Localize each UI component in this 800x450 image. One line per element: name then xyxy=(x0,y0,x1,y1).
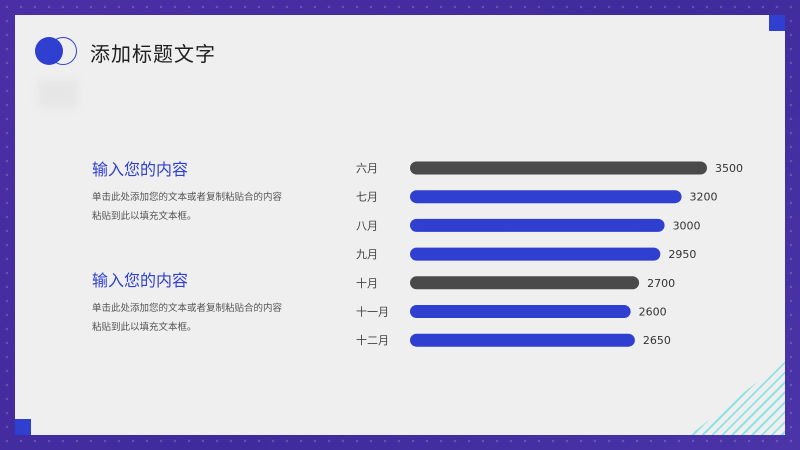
category-label: 九月 xyxy=(356,248,378,261)
text-block-1: 输入您的内容 单击此处添加您的文本或者复制粘贴合的内容粘贴到此以填充文本框。 xyxy=(92,156,292,226)
bar[interactable] xyxy=(410,247,661,261)
data-label: 2950 xyxy=(668,248,696,261)
data-label: 3500 xyxy=(715,162,743,175)
data-label: 2600 xyxy=(639,306,667,319)
bar[interactable] xyxy=(410,276,640,290)
text-block-heading[interactable]: 输入您的内容 xyxy=(92,271,189,290)
data-label: 2650 xyxy=(643,334,671,347)
bar[interactable] xyxy=(410,190,682,204)
category-label: 七月 xyxy=(356,191,378,204)
faded-placeholder xyxy=(38,80,78,108)
category-label: 十一月 xyxy=(356,305,389,319)
data-label: 2700 xyxy=(647,277,675,290)
bar[interactable] xyxy=(410,305,631,318)
text-block-body[interactable]: 单击此处添加您的文本或者复制粘贴合的内容粘贴到此以填充文本框。 xyxy=(92,303,283,333)
bar[interactable] xyxy=(410,161,707,175)
text-block-body[interactable]: 单击此处添加您的文本或者复制粘贴合的内容粘贴到此以填充文本框。 xyxy=(92,192,283,222)
corner-accent-square xyxy=(769,15,785,31)
outline-circle-icon xyxy=(49,37,77,65)
bar[interactable] xyxy=(410,333,635,347)
data-label: 3200 xyxy=(690,191,718,204)
data-label: 3000 xyxy=(673,219,701,232)
slide-title[interactable]: 添加标题文字 xyxy=(90,42,216,66)
category-label: 十月 xyxy=(356,276,378,290)
text-block-heading[interactable]: 输入您的内容 xyxy=(92,160,189,179)
category-label: 六月 xyxy=(356,162,378,175)
bar[interactable] xyxy=(410,218,665,232)
corner-accent-square xyxy=(15,419,31,435)
logo-circles-icon xyxy=(35,37,79,67)
category-label: 十二月 xyxy=(356,333,389,347)
category-label: 八月 xyxy=(356,219,378,232)
text-block-2: 输入您的内容 单击此处添加您的文本或者复制粘贴合的内容粘贴到此以填充文本框。 xyxy=(92,267,292,337)
